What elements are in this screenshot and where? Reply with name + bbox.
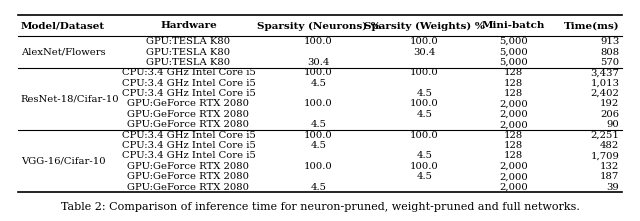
Text: VGG-16/Cifar-10: VGG-16/Cifar-10 (20, 157, 106, 166)
Text: 100.0: 100.0 (304, 68, 333, 77)
Text: 2,000: 2,000 (499, 172, 528, 181)
Text: GPU:GeForce RTX 2080: GPU:GeForce RTX 2080 (127, 110, 250, 119)
Text: 100.0: 100.0 (410, 37, 438, 46)
Text: Sparsity (Weights) %: Sparsity (Weights) % (364, 21, 484, 30)
Text: AlexNet/Flowers: AlexNet/Flowers (20, 48, 106, 57)
Text: 100.0: 100.0 (304, 37, 333, 46)
Text: 4.5: 4.5 (310, 120, 326, 129)
Text: 1,709: 1,709 (591, 151, 620, 160)
Text: GPU:GeForce RTX 2080: GPU:GeForce RTX 2080 (127, 183, 250, 192)
Text: Model/Dataset: Model/Dataset (20, 21, 105, 30)
Text: 100.0: 100.0 (304, 99, 333, 109)
Text: 192: 192 (600, 99, 620, 109)
Text: 4.5: 4.5 (417, 172, 433, 181)
Text: 4.5: 4.5 (417, 151, 433, 160)
Text: GPU:TESLA K80: GPU:TESLA K80 (147, 37, 230, 46)
Text: 2,251: 2,251 (591, 131, 620, 140)
Text: 100.0: 100.0 (410, 131, 438, 140)
Text: 206: 206 (600, 110, 620, 119)
Text: GPU:GeForce RTX 2080: GPU:GeForce RTX 2080 (127, 172, 250, 181)
Text: 482: 482 (600, 141, 620, 150)
Text: Sparsity (Neurons) %: Sparsity (Neurons) % (257, 21, 380, 30)
Text: 2,000: 2,000 (499, 162, 528, 171)
Text: 4.5: 4.5 (310, 79, 326, 88)
Text: Table 2: Comparison of inference time for neuron-pruned, weight-pruned and full : Table 2: Comparison of inference time fo… (61, 202, 579, 212)
Text: 2,000: 2,000 (499, 110, 528, 119)
Text: 132: 132 (600, 162, 620, 171)
Text: 3,437: 3,437 (591, 68, 620, 77)
Text: 100.0: 100.0 (410, 99, 438, 109)
Text: 2,000: 2,000 (499, 183, 528, 192)
Text: 100.0: 100.0 (410, 68, 438, 77)
Text: GPU:GeForce RTX 2080: GPU:GeForce RTX 2080 (127, 120, 250, 129)
Text: Mini-batch: Mini-batch (482, 21, 545, 30)
Text: 2,402: 2,402 (591, 89, 620, 98)
Text: CPU:3.4 GHz Intel Core i5: CPU:3.4 GHz Intel Core i5 (122, 79, 255, 88)
Text: 128: 128 (504, 131, 523, 140)
Text: 128: 128 (504, 151, 523, 160)
Text: 913: 913 (600, 37, 620, 46)
Text: 90: 90 (607, 120, 620, 129)
Text: 2,000: 2,000 (499, 99, 528, 109)
Text: 570: 570 (600, 58, 620, 67)
Text: CPU:3.4 GHz Intel Core i5: CPU:3.4 GHz Intel Core i5 (122, 131, 255, 140)
Text: CPU:3.4 GHz Intel Core i5: CPU:3.4 GHz Intel Core i5 (122, 141, 255, 150)
Text: 2,000: 2,000 (499, 120, 528, 129)
Text: 5,000: 5,000 (499, 37, 528, 46)
Text: CPU:3.4 GHz Intel Core i5: CPU:3.4 GHz Intel Core i5 (122, 89, 255, 98)
Text: 187: 187 (600, 172, 620, 181)
Text: GPU:GeForce RTX 2080: GPU:GeForce RTX 2080 (127, 162, 250, 171)
Text: 128: 128 (504, 79, 523, 88)
Text: 39: 39 (607, 183, 620, 192)
Text: Time(ms): Time(ms) (564, 21, 620, 30)
Text: 4.5: 4.5 (310, 141, 326, 150)
Text: 100.0: 100.0 (410, 162, 438, 171)
Text: 30.4: 30.4 (413, 48, 435, 57)
Text: 4.5: 4.5 (417, 110, 433, 119)
Text: 100.0: 100.0 (304, 131, 333, 140)
Text: GPU:TESLA K80: GPU:TESLA K80 (147, 58, 230, 67)
Text: 5,000: 5,000 (499, 58, 528, 67)
Text: 4.5: 4.5 (417, 89, 433, 98)
Text: 5,000: 5,000 (499, 48, 528, 57)
Text: 4.5: 4.5 (310, 183, 326, 192)
Text: ResNet-18/Cifar-10: ResNet-18/Cifar-10 (20, 94, 119, 103)
Text: CPU:3.4 GHz Intel Core i5: CPU:3.4 GHz Intel Core i5 (122, 68, 255, 77)
Text: 808: 808 (600, 48, 620, 57)
Text: 128: 128 (504, 89, 523, 98)
Text: GPU:TESLA K80: GPU:TESLA K80 (147, 48, 230, 57)
Text: GPU:GeForce RTX 2080: GPU:GeForce RTX 2080 (127, 99, 250, 109)
Text: 128: 128 (504, 141, 523, 150)
Text: CPU:3.4 GHz Intel Core i5: CPU:3.4 GHz Intel Core i5 (122, 151, 255, 160)
Text: Hardware: Hardware (160, 21, 217, 30)
Text: 1,013: 1,013 (590, 79, 620, 88)
Text: 100.0: 100.0 (304, 162, 333, 171)
Text: 128: 128 (504, 68, 523, 77)
Text: 30.4: 30.4 (307, 58, 330, 67)
